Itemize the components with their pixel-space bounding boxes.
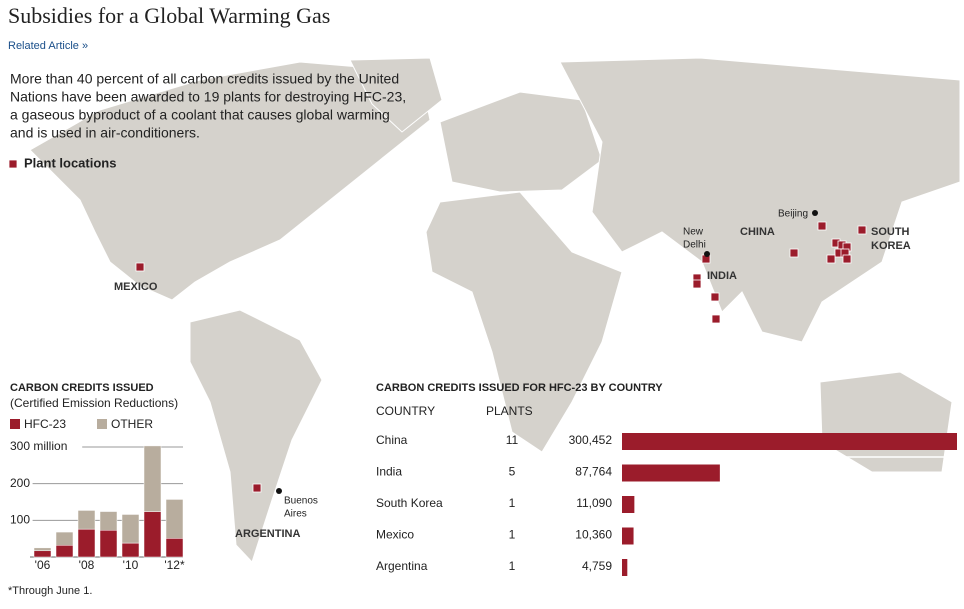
plant-marker (789, 248, 799, 258)
plant-marker (857, 225, 867, 235)
legend-swatch (8, 159, 18, 169)
x-tick-label: '12* (164, 558, 185, 572)
title: Subsidies for a Global Warming Gas (8, 3, 330, 28)
city-dot (276, 488, 282, 494)
plant-marker (710, 292, 720, 302)
country-name: India (376, 465, 402, 479)
plant-marker (817, 221, 827, 231)
credits-label: 11,090 (576, 496, 612, 510)
bar-segment (121, 542, 140, 558)
country-name: South Korea (376, 496, 443, 510)
country-label: ARGENTINA (235, 528, 300, 540)
bar-segment (55, 545, 74, 558)
intro-line: More than 40 percent of all carbon credi… (10, 71, 399, 87)
bar (622, 496, 635, 513)
y-tick-label: 100 (10, 513, 30, 527)
legend-swatch (97, 419, 107, 429)
plant-count: 11 (506, 433, 519, 447)
bar-segment (77, 528, 96, 558)
city-label: Buenos (284, 496, 318, 507)
south-america (189, 309, 323, 563)
x-tick-label: '06 (35, 558, 51, 572)
greenland (349, 57, 443, 133)
column-header: COUNTRY (376, 404, 435, 418)
intro-line: a gaseous byproduct of a coolant that ca… (10, 107, 390, 123)
bar-segment (99, 511, 118, 531)
city-label: Aires (284, 509, 307, 520)
bar (622, 433, 957, 450)
plant-marker (842, 254, 852, 264)
y-tick-label: 300 million (10, 439, 67, 453)
country-label: MEXICO (114, 281, 158, 293)
bar-segment (33, 550, 52, 558)
plant-marker (826, 254, 836, 264)
plant-marker (135, 262, 145, 272)
legend-swatch (10, 419, 20, 429)
country-label: KOREA (871, 240, 911, 252)
africa (425, 191, 623, 453)
intro-line: and is used in air-conditioners. (10, 125, 200, 141)
bar-segment (99, 529, 118, 558)
asia (559, 57, 961, 343)
city-dot (812, 210, 818, 216)
intro-line: Nations have been awarded to 19 plants f… (10, 89, 406, 105)
country-label: CHINA (740, 226, 775, 238)
footnote: *Through June 1. (8, 585, 92, 597)
country-label: INDIA (707, 270, 737, 282)
city-label: New (683, 227, 704, 238)
credits-label: 87,764 (575, 465, 612, 479)
plant-count: 1 (509, 496, 516, 510)
map: MEXICO CHINA INDIA SOUTH KOREA ARGENTINA… (29, 57, 961, 563)
x-tick-label: '08 (79, 558, 95, 572)
plant-count: 5 (509, 465, 516, 479)
x-tick-label: '10 (123, 558, 139, 572)
credits-label: 300,452 (569, 433, 613, 447)
bar-segment (143, 445, 162, 512)
bar-segment (33, 547, 52, 552)
city-label: Delhi (683, 240, 706, 251)
country-name: Mexico (376, 528, 414, 542)
chart-title: CARBON CREDITS ISSUED FOR HFC-23 BY COUN… (376, 382, 663, 394)
legend-label: Plant locations (24, 155, 116, 170)
plant-marker (711, 314, 721, 324)
plant-marker (692, 279, 702, 289)
related-link[interactable]: Related Article » (8, 40, 88, 52)
bar-segment (165, 538, 184, 558)
europe (439, 91, 603, 193)
bar (622, 559, 628, 576)
country-name: Argentina (376, 559, 428, 573)
bar-segment (77, 510, 96, 530)
plant-marker (252, 483, 262, 493)
north-america (29, 61, 431, 301)
plant-count: 1 (509, 528, 516, 542)
city-dot (704, 251, 710, 257)
legend-label: OTHER (111, 417, 153, 431)
bar-segment (165, 499, 184, 539)
bar-segment (121, 514, 140, 544)
bar-segment (55, 531, 74, 546)
credits-label: 10,360 (575, 528, 612, 542)
credits-label: 4,759 (582, 559, 612, 573)
country-name: China (376, 433, 408, 447)
bar-segment (143, 511, 162, 558)
chart-subtitle: (Certified Emission Reductions) (10, 396, 178, 410)
bar (622, 527, 634, 545)
y-tick-label: 200 (10, 476, 30, 490)
plant-count: 1 (509, 559, 516, 573)
country-label: SOUTH (871, 226, 910, 238)
legend-label: HFC-23 (24, 417, 66, 431)
chart-title: CARBON CREDITS ISSUED (10, 382, 154, 394)
city-label: Beijing (778, 209, 808, 220)
bar (622, 464, 720, 482)
plant-markers (135, 221, 867, 493)
column-header: PLANTS (486, 404, 533, 418)
